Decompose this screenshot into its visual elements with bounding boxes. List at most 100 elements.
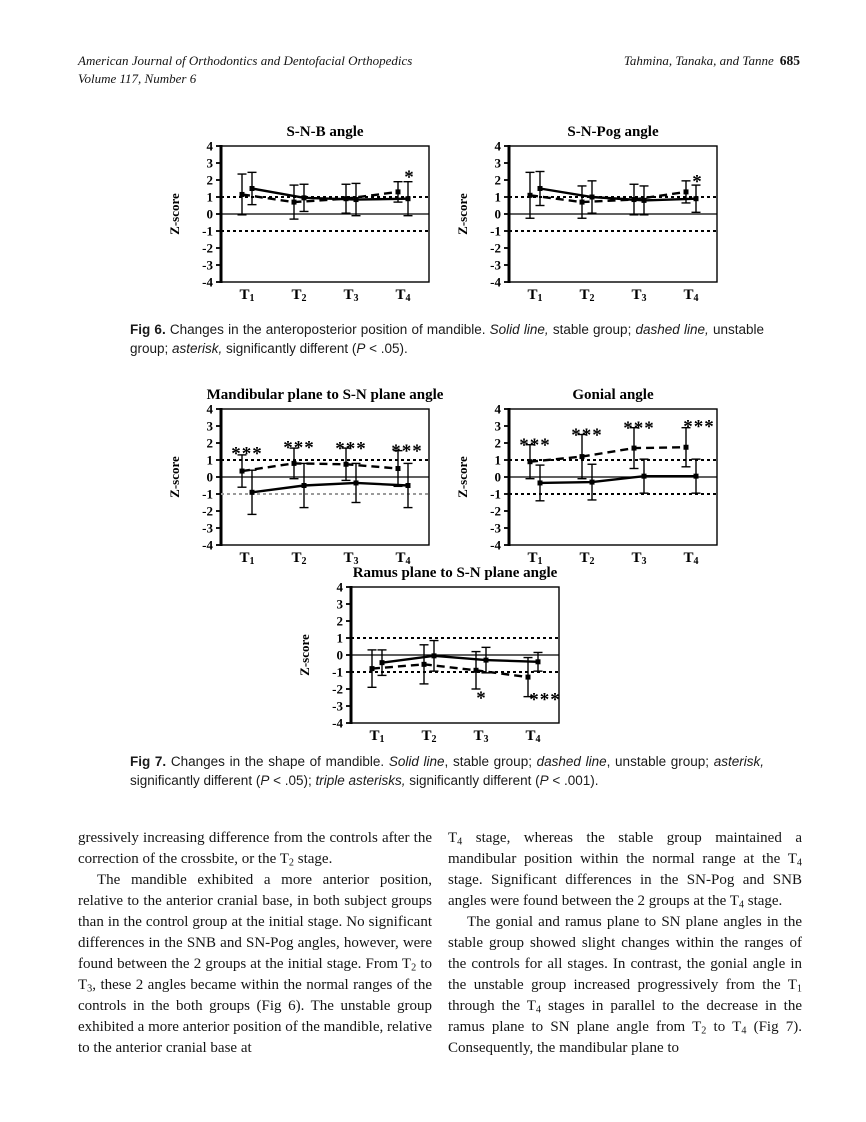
data-marker (641, 473, 647, 479)
y-tick-label: 2 (337, 614, 344, 629)
series-line-unstable (241, 190, 399, 204)
y-tick-label: -4 (490, 275, 501, 290)
significance-marker: *** (529, 690, 561, 711)
significance-marker: *** (683, 416, 715, 437)
x-tick-label: T1 (369, 728, 384, 745)
data-marker (431, 653, 437, 659)
paragraph: The mandible exhibited a more anterior p… (78, 872, 432, 1056)
data-marker (369, 666, 375, 672)
figure-7-charts-bottom: Ramus plane to S-N plane angle 4 3 2 1 0 -1 -2 -… (295, 563, 575, 751)
significance-marker: *** (519, 435, 551, 456)
y-tick-label: -1 (490, 487, 501, 502)
data-marker (683, 189, 689, 195)
y-tick-label: 3 (495, 419, 502, 434)
data-marker (353, 480, 359, 486)
significance-marker: *** (623, 418, 655, 439)
chart-title: Ramus plane to S-N plane angle (353, 565, 558, 581)
paragraph: T4 stage, whereas the stable group maint… (448, 830, 802, 911)
data-marker (693, 196, 699, 202)
y-tick-label: -1 (332, 665, 343, 680)
y-tick-label: 2 (495, 436, 502, 451)
significance-marker: *** (335, 439, 367, 460)
y-tick-label: 1 (207, 453, 214, 468)
significance-marker: *** (391, 441, 423, 462)
chart-ramus-plane-angle: Ramus plane to S-N plane angle 4 3 2 1 0 -1 -2 -… (297, 565, 561, 745)
y-tick-label: -2 (332, 682, 343, 697)
data-marker (301, 195, 307, 201)
data-marker (239, 191, 245, 197)
y-tick-label: -4 (332, 716, 343, 731)
journal-info: American Journal of Orthodontics and Den… (78, 52, 412, 87)
y-tick-label: 1 (207, 190, 214, 205)
series-line-stable (539, 474, 696, 485)
data-marker (579, 454, 585, 460)
chart-gonial-angle: Gonial angle 4 3 2 1 0 -1 -2 -3 -4 Z-score *** *** **… (455, 387, 718, 567)
data-marker (249, 186, 255, 191)
chart-snpog-angle: S-N-Pog angle 4 3 2 1 0 -1 -2 -3 -4 Z-score * T1 T2 T3… (455, 124, 718, 304)
y-tick-label: 0 (207, 207, 214, 222)
data-marker (395, 189, 401, 195)
data-marker (353, 197, 359, 203)
data-marker (693, 473, 699, 479)
paragraph: The gonial and ramus plane to SN plane a… (448, 914, 803, 1056)
data-marker (589, 194, 595, 200)
y-tick-label: 1 (495, 190, 502, 205)
significance-marker: * (692, 171, 702, 192)
x-tick-label: T1 (527, 550, 542, 567)
page-header: American Journal of Orthodontics and Den… (78, 52, 800, 87)
y-tick-label: -2 (490, 241, 501, 256)
x-tick-label: T4 (683, 550, 698, 567)
page-number: 685 (779, 53, 800, 68)
figure-7-charts-top: Mandibular plane to S-N plane angle 4 3 2 1 0… (165, 385, 733, 573)
chart-snb-angle: S-N-B angle 4 3 2 1 0 -1 -2 -3 -4 Z-score * T1 T2 T3 T4 (167, 124, 430, 304)
data-marker (483, 657, 489, 663)
running-head: Tahmina, Tanaka, and Tanne 685 (624, 52, 800, 70)
data-marker (405, 196, 411, 202)
y-tick-label: 4 (207, 139, 214, 154)
y-tick-label: -3 (332, 699, 343, 714)
x-tick-label: T3 (343, 287, 358, 304)
data-marker (343, 461, 349, 467)
y-tick-label: 4 (495, 402, 502, 417)
x-tick-label: T3 (631, 550, 646, 567)
y-tick-label: 2 (207, 436, 214, 451)
data-marker (291, 460, 297, 466)
y-tick-label: -1 (202, 224, 213, 239)
x-tick-label: T4 (395, 550, 410, 567)
y-tick-label: 3 (207, 419, 214, 434)
x-tick-label: T2 (421, 728, 436, 745)
data-marker (239, 468, 245, 474)
significance-marker: * (476, 688, 486, 709)
data-marker (537, 186, 543, 191)
right-column: T4 stage, whereas the stable group maint… (448, 828, 802, 1059)
x-tick-label: T1 (239, 550, 254, 567)
y-axis-label: Z-score (167, 193, 182, 235)
data-marker (579, 199, 585, 205)
data-marker (473, 667, 479, 673)
data-marker (343, 196, 349, 202)
significance-marker: *** (231, 444, 263, 465)
significance-marker: *** (283, 438, 315, 459)
series-line-unstable (529, 446, 687, 463)
y-tick-label: 0 (495, 207, 502, 222)
data-marker (589, 479, 595, 485)
series-line-unstable (529, 190, 687, 204)
y-tick-label: -1 (490, 224, 501, 239)
significance-marker: * (404, 167, 414, 188)
series-line-stable (251, 481, 409, 494)
y-tick-label: -2 (490, 504, 501, 519)
data-marker (527, 192, 533, 198)
y-tick-label: 1 (495, 453, 502, 468)
y-tick-label: 0 (337, 648, 344, 663)
data-marker (291, 199, 297, 205)
y-tick-label: 1 (337, 631, 344, 646)
y-tick-label: -2 (202, 504, 213, 519)
y-tick-label: 2 (207, 173, 214, 188)
y-tick-label: -3 (202, 521, 213, 536)
y-axis-label: Z-score (297, 634, 312, 676)
data-marker (631, 445, 637, 451)
x-tick-label: T4 (395, 287, 410, 304)
data-marker (537, 480, 543, 486)
data-marker (527, 459, 533, 465)
y-tick-label: -3 (202, 258, 213, 273)
